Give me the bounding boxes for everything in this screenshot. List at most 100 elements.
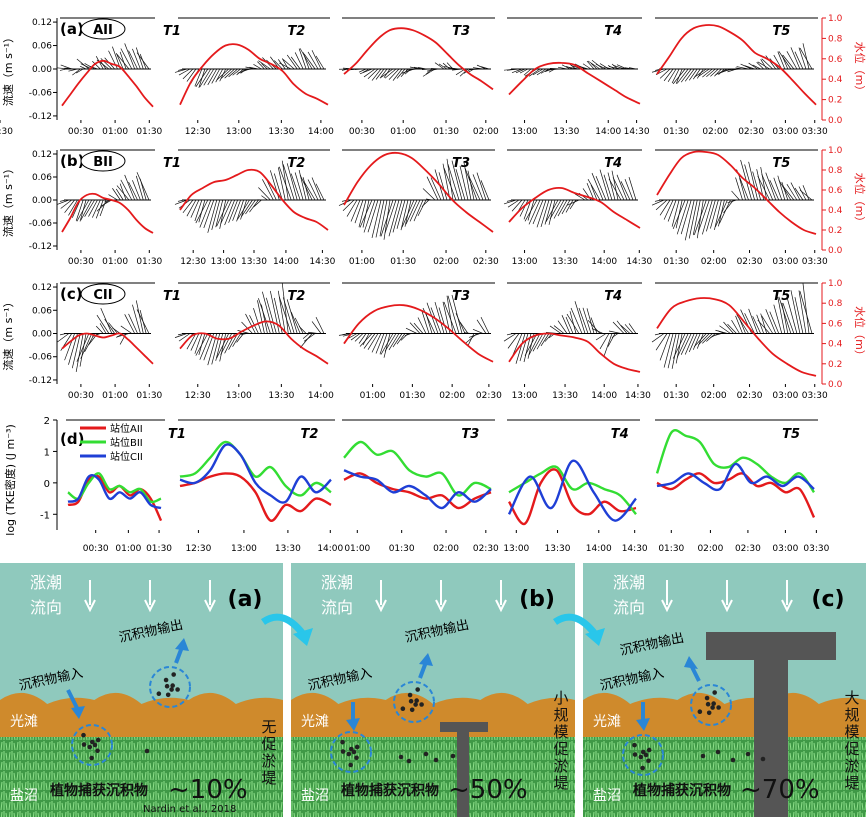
right-tick-label: 0.6 xyxy=(828,319,843,329)
x-tick-label: 01:30 xyxy=(136,127,162,137)
left-tick-label: 0.00 xyxy=(32,196,52,206)
velocity-arrow xyxy=(629,323,636,333)
tke-tick-label: 2 xyxy=(44,416,50,427)
velocity-arrows xyxy=(175,48,324,87)
right-tick-label: 0.6 xyxy=(828,186,843,196)
marsh-label: 盐沼 xyxy=(10,788,38,804)
x-tick-label: 03:00 xyxy=(772,257,798,267)
x-tick-label: 02:30 xyxy=(737,257,763,267)
x-tick-label: 14:30 xyxy=(622,544,648,554)
side-label-char: 大 xyxy=(844,689,859,707)
right-tick-label: 0.2 xyxy=(828,96,842,106)
x-tick-label: 14:30 xyxy=(624,127,650,137)
x-tick-label: 00:30 xyxy=(349,127,375,137)
x-tick-label: 14:00 xyxy=(308,391,334,401)
x-tick-label: 03:30 xyxy=(802,391,828,401)
x-tick-label: 02:00 xyxy=(701,391,727,401)
trapped-dot xyxy=(424,752,429,757)
velocity-arrow xyxy=(221,334,232,355)
x-tick-label: 14:30 xyxy=(626,257,652,267)
water-level-line xyxy=(180,44,328,105)
trapped-dot xyxy=(731,758,736,763)
water-level-line xyxy=(62,333,153,363)
velocity-arrow xyxy=(740,178,746,200)
marsh-layer xyxy=(583,737,866,817)
sediment-dot xyxy=(349,747,354,752)
trapped-dot xyxy=(399,755,404,760)
sediment-dot xyxy=(96,738,101,743)
left-tick-label: -0.06 xyxy=(29,88,53,98)
left-tick-label: 0.06 xyxy=(32,306,52,316)
velocity-arrow xyxy=(291,312,300,334)
trapped-dot xyxy=(746,752,751,757)
right-tick-label: 0.0 xyxy=(828,116,843,126)
trap-percent: ~70% xyxy=(740,775,820,805)
velocity-arrow xyxy=(621,325,630,333)
velocity-arrow xyxy=(656,334,667,351)
x-tick-label: 03:30 xyxy=(802,127,828,137)
velocity-arrow xyxy=(385,334,396,352)
velocity-arrow xyxy=(191,200,199,218)
segment-label: T2 xyxy=(300,427,318,442)
sediment-dot xyxy=(175,687,180,692)
flow-label: 流向 xyxy=(321,598,353,617)
x-tick-label: 14:00 xyxy=(273,257,299,267)
segment-label: T4 xyxy=(604,24,622,39)
side-label-char: 模 xyxy=(553,723,568,741)
velocity-arrow xyxy=(761,314,767,334)
velocity-arrow xyxy=(435,63,444,69)
x-tick-label: 01:30 xyxy=(658,544,684,554)
left-tick-label: -0.06 xyxy=(29,219,53,229)
x-tick-label: 13:30 xyxy=(545,544,571,554)
side-label-char: 规 xyxy=(553,706,568,724)
velocity-arrows xyxy=(339,159,489,240)
velocity-arrow xyxy=(656,200,667,210)
x-tick-label: 02:30 xyxy=(476,391,502,401)
velocity-arrow xyxy=(129,51,138,69)
x-tick-label: 00:30 xyxy=(68,257,94,267)
x-tick-label: 14:00 xyxy=(308,127,334,137)
x-tick-label: 02:00 xyxy=(473,127,499,137)
velocity-arrow xyxy=(120,184,126,200)
velocity-arrow xyxy=(401,200,408,230)
tke-series-line xyxy=(68,475,161,508)
sediment-dot xyxy=(712,690,717,695)
water-level-line xyxy=(509,188,640,228)
velocity-arrow xyxy=(596,334,606,340)
x-tick-label: 01:30 xyxy=(389,544,415,554)
x-tick-label: 12:30 xyxy=(180,257,206,267)
velocity-arrow xyxy=(121,326,132,334)
x-tick-label: 00:30 xyxy=(68,127,94,137)
velocity-arrows xyxy=(57,43,149,75)
velocity-arrow xyxy=(625,179,633,200)
velocity-arrow xyxy=(312,321,321,333)
x-tick-label: 02:30 xyxy=(473,544,499,554)
x-tick-label: 13:30 xyxy=(553,127,579,137)
velocity-arrow xyxy=(608,173,615,200)
x-tick-label: 01:30 xyxy=(663,391,689,401)
side-label-char: 小 xyxy=(553,689,568,707)
segment-label: T5 xyxy=(772,289,790,304)
velocity-arrow xyxy=(360,69,372,74)
segment-label: T3 xyxy=(452,24,470,39)
tke-series-line xyxy=(344,442,491,496)
trap-percent: ~50% xyxy=(448,775,528,805)
side-label-char: 促 xyxy=(844,740,859,758)
velocity-arrow xyxy=(672,334,679,369)
x-tick-label: 14:00 xyxy=(595,127,621,137)
x-tick-label: 01:00 xyxy=(390,127,416,137)
sediment-dot xyxy=(647,748,652,753)
right-tick-label: 0.6 xyxy=(828,55,843,65)
velocity-arrow xyxy=(664,334,673,368)
velocity-arrow xyxy=(65,334,75,361)
water-level-line xyxy=(344,28,493,89)
left-tick-label: 0.06 xyxy=(32,173,52,183)
x-tick-label: 01:00 xyxy=(360,391,386,401)
x-tick-label: 03:00 xyxy=(772,544,798,554)
flow-label: 流向 xyxy=(613,598,645,617)
